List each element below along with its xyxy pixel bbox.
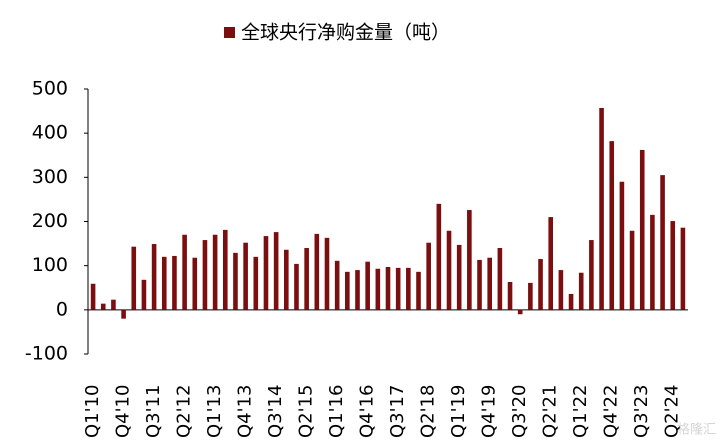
x-tick-label: Q2'18 [418, 385, 439, 438]
bar [385, 266, 391, 310]
x-tick-label: Q1'13 [204, 385, 225, 438]
bar [233, 252, 238, 310]
bar [243, 242, 248, 310]
bar [172, 255, 177, 310]
bar [100, 303, 106, 310]
x-tick-label: Q4'13 [235, 385, 256, 438]
bar [365, 261, 370, 310]
bar [395, 267, 401, 310]
bar [131, 246, 137, 310]
bar [304, 248, 309, 310]
bar [202, 240, 208, 310]
bar [151, 244, 157, 310]
x-tick-label: Q3'20 [509, 385, 530, 438]
bar [182, 234, 187, 310]
x-tick-label: Q1'22 [570, 385, 591, 438]
bar [222, 229, 228, 310]
x-tick-label: Q1'19 [448, 385, 469, 438]
y-tick-label: -100 [25, 343, 68, 365]
x-tick-label: Q3'23 [631, 385, 652, 438]
bar [629, 230, 635, 310]
bar [263, 236, 269, 310]
bar [121, 309, 126, 319]
bar [467, 210, 472, 310]
y-tick-label: 500 [32, 78, 68, 100]
bar [406, 267, 411, 310]
bar [161, 256, 167, 310]
bar [294, 263, 299, 310]
y-tick-label: 200 [32, 210, 68, 232]
bar [558, 270, 564, 310]
x-tick-label: Q4'10 [113, 385, 134, 438]
bar [253, 256, 259, 310]
bar [548, 217, 554, 310]
x-tick-label: Q3'17 [387, 385, 408, 438]
bar [507, 282, 513, 310]
bar [314, 233, 320, 310]
bar [324, 237, 330, 310]
bar [568, 293, 574, 310]
x-tick-label: Q2'21 [540, 385, 561, 438]
bar [670, 221, 676, 310]
bar [456, 244, 462, 310]
bar [212, 234, 218, 310]
x-tick-label: Q2'15 [296, 385, 317, 438]
bar [273, 232, 279, 310]
y-tick-label: 300 [32, 166, 68, 188]
bar [639, 149, 645, 310]
bar [436, 203, 442, 310]
bar [192, 257, 198, 310]
bar [517, 309, 523, 315]
x-tick-label: Q2'12 [174, 385, 195, 438]
x-tick-label: Q2'24 [662, 385, 683, 438]
x-tick-label: Q1'16 [326, 385, 347, 438]
legend-label: 全球央行净购金量（吨） [241, 22, 450, 44]
bar [355, 270, 360, 310]
bar [609, 141, 615, 310]
bar [416, 271, 421, 310]
bar [497, 248, 503, 310]
bar [487, 257, 492, 310]
bar [375, 268, 381, 310]
bar [680, 227, 686, 310]
bar [578, 272, 584, 310]
bar [90, 283, 96, 310]
watermark: 格隆汇 [677, 422, 716, 438]
bar [650, 214, 655, 310]
bar [334, 260, 340, 310]
bar [589, 240, 594, 310]
bar [446, 230, 452, 310]
bar [111, 299, 116, 310]
bar [284, 249, 289, 310]
bar [619, 181, 625, 310]
bar [477, 259, 482, 310]
y-tick-label: 0 [56, 298, 68, 320]
y-tick-label: 400 [32, 122, 68, 144]
bar [345, 271, 350, 310]
x-tick-label: Q1'10 [82, 385, 103, 438]
x-tick-label: Q4'16 [357, 385, 378, 438]
bar [538, 259, 543, 310]
bar [660, 175, 665, 310]
bar [141, 279, 147, 310]
y-tick-label: 100 [32, 254, 68, 276]
bar [599, 107, 604, 310]
bar [528, 282, 533, 310]
x-tick-label: Q4'19 [479, 385, 500, 438]
legend-swatch [224, 27, 235, 38]
bar [426, 242, 431, 310]
x-tick-label: Q3'14 [265, 385, 286, 438]
x-tick-label: Q3'11 [143, 385, 164, 438]
x-tick-label: Q4'22 [601, 385, 622, 438]
